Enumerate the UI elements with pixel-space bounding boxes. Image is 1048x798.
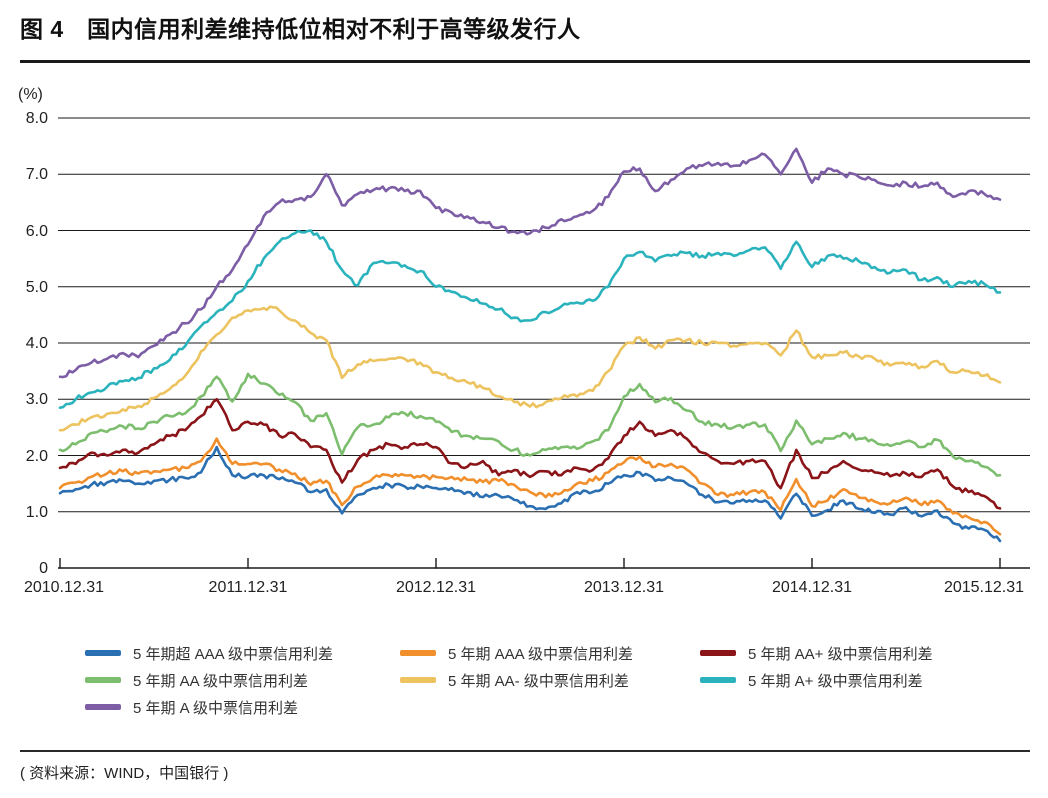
legend-swatch-icon bbox=[700, 677, 736, 683]
legend-label: 5 年期 AA 级中票信用利差 bbox=[133, 672, 309, 690]
legend-item: 5 年期超 AAA 级中票信用利差 bbox=[85, 642, 333, 664]
legend-label: 5 年期超 AAA 级中票信用利差 bbox=[133, 645, 334, 663]
y-tick-label: 5.0 bbox=[25, 278, 48, 296]
legend-label: 5 年期 AAA 级中票信用利差 bbox=[448, 645, 634, 663]
source-note: ( 资料来源：WIND，中国银行 ) bbox=[20, 765, 229, 782]
x-tick-label: 2013.12.31 bbox=[583, 579, 665, 596]
legend-label: 5 年期 A 级中票信用利差 bbox=[133, 699, 299, 717]
legend-label: 5 年期 AA+ 级中票信用利差 bbox=[748, 645, 933, 663]
legend-item: 5 年期 A+ 级中票信用利差 bbox=[700, 669, 923, 691]
series-line-3 bbox=[58, 372, 1002, 477]
y-tick-label: 2.0 bbox=[25, 447, 48, 465]
x-tick-label: 2010.12.31 bbox=[23, 579, 105, 596]
credit-spread-line-chart bbox=[58, 117, 1030, 569]
legend-label: 5 年期 A+ 级中票信用利差 bbox=[748, 672, 923, 690]
bottom-rule bbox=[20, 750, 1030, 752]
title-rule bbox=[20, 60, 1030, 63]
y-tick-label: 1.0 bbox=[25, 503, 48, 521]
legend-swatch-icon bbox=[400, 677, 436, 683]
legend-item: 5 年期 AA- 级中票信用利差 bbox=[400, 669, 629, 691]
y-tick-label: 3.0 bbox=[25, 391, 48, 409]
y-tick-label: 8.0 bbox=[25, 110, 48, 127]
series-line-5 bbox=[58, 229, 1002, 410]
page-title: 图 4 国内信用利差维持低位相对不利于高等级发行人 bbox=[20, 16, 581, 42]
x-tick-label: 2014.12.31 bbox=[771, 579, 853, 596]
y-axis-unit-label: (%) bbox=[18, 86, 43, 103]
legend-item: 5 年期 AAA 级中票信用利差 bbox=[400, 642, 633, 664]
y-tick-label: 6.0 bbox=[25, 222, 48, 240]
legend-item: 5 年期 AA+ 级中票信用利差 bbox=[700, 642, 933, 664]
legend-label: 5 年期 AA- 级中票信用利差 bbox=[448, 672, 629, 690]
y-tick-label: 7.0 bbox=[25, 166, 48, 184]
legend-swatch-icon bbox=[85, 704, 121, 710]
series-line-0 bbox=[58, 445, 1002, 543]
series-line-4 bbox=[58, 305, 1002, 432]
series-line-6 bbox=[58, 147, 1002, 379]
series-line-1 bbox=[58, 437, 1002, 536]
legend-swatch-icon bbox=[400, 650, 436, 656]
legend-swatch-icon bbox=[85, 650, 121, 656]
x-tick-label: 2012.12.31 bbox=[395, 579, 477, 596]
y-tick-label: 0 bbox=[39, 560, 48, 577]
y-tick-label: 4.0 bbox=[25, 335, 48, 352]
series-line-2 bbox=[58, 397, 1002, 510]
x-tick-label: 2011.12.31 bbox=[208, 579, 288, 596]
legend-swatch-icon bbox=[85, 677, 121, 683]
x-tick-label: 2015.12.31 bbox=[943, 579, 1025, 596]
legend-swatch-icon bbox=[700, 650, 736, 656]
legend-item: 5 年期 A 级中票信用利差 bbox=[85, 696, 298, 718]
legend-item: 5 年期 AA 级中票信用利差 bbox=[85, 669, 308, 691]
